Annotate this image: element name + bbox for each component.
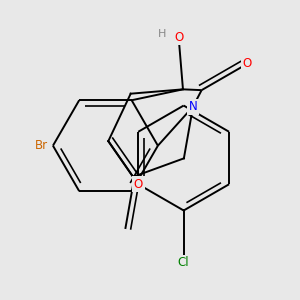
- Text: N: N: [189, 100, 197, 113]
- Text: O: O: [174, 31, 183, 44]
- Text: O: O: [134, 178, 143, 191]
- Text: H: H: [158, 29, 166, 39]
- Text: Br: Br: [34, 139, 48, 152]
- Text: Cl: Cl: [178, 256, 190, 269]
- Text: O: O: [242, 57, 252, 70]
